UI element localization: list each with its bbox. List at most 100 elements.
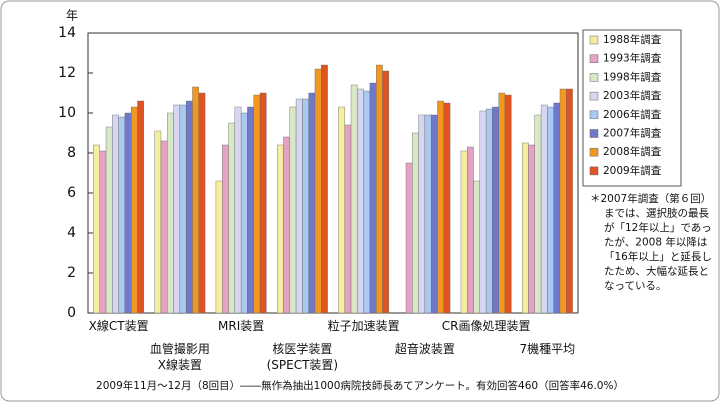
y-tick-label: 0 <box>67 305 76 321</box>
bar <box>566 88 573 314</box>
y-tick-label: 10 <box>58 105 76 121</box>
legend-swatch <box>589 129 599 138</box>
bar <box>179 104 187 314</box>
bar <box>405 162 413 314</box>
bar <box>112 114 119 314</box>
x-tick-label: MRI装置 <box>218 319 264 333</box>
y-tick-label: 4 <box>67 225 76 241</box>
note-line: が「12年以上」であっ <box>604 221 712 234</box>
y-tick-label: 2 <box>67 265 76 281</box>
bar <box>259 92 267 314</box>
bar <box>283 136 290 314</box>
bar <box>443 102 451 314</box>
y-unit: 年 <box>66 9 78 23</box>
bar <box>289 106 297 314</box>
bar <box>124 112 132 314</box>
bar <box>473 180 481 314</box>
y-tick-label: 8 <box>67 145 76 161</box>
y-tick-label: 6 <box>67 185 76 201</box>
bar <box>369 82 377 314</box>
bar <box>467 146 474 314</box>
bar <box>382 70 390 314</box>
bar <box>534 114 542 314</box>
bar <box>253 94 261 314</box>
bar <box>131 106 138 314</box>
legend-box <box>582 29 682 187</box>
bar <box>295 98 303 314</box>
bar <box>314 68 322 314</box>
bar <box>547 106 554 314</box>
bar <box>118 116 126 314</box>
bar <box>498 92 506 314</box>
bar <box>363 90 371 314</box>
bar <box>376 64 383 314</box>
y-tick-label: 12 <box>58 65 76 81</box>
bar <box>308 92 316 314</box>
bar <box>460 150 468 314</box>
legend-swatch <box>589 166 599 176</box>
legend-label: 2008年調査 <box>603 145 662 158</box>
x-tick-label: CR画像処理装置 <box>442 319 531 333</box>
bar <box>479 110 487 314</box>
bar <box>418 114 426 314</box>
note-line: なっている。 <box>604 280 666 292</box>
note-line: 「16年以上」と延長し <box>604 250 712 263</box>
bar <box>321 64 328 314</box>
bar <box>504 94 512 314</box>
bar <box>167 112 174 314</box>
bar <box>344 124 352 314</box>
bar <box>540 104 548 314</box>
bar <box>559 88 567 314</box>
x-tick-label: 核医学装置(SPECT装置) <box>267 341 339 372</box>
y-tick-label: 14 <box>58 25 76 41</box>
legend-label: 1988年調査 <box>603 33 662 46</box>
legend-swatch <box>589 73 599 82</box>
plot-frame <box>87 32 579 314</box>
legend-label: 2007年調査 <box>603 127 662 140</box>
bar <box>154 130 162 314</box>
bar <box>276 144 284 314</box>
bar <box>185 100 193 314</box>
bar <box>302 98 309 314</box>
x-tick-label: 粒子加速装置 <box>328 318 400 333</box>
bar <box>247 106 254 314</box>
x-tick-label: X線CT装置 <box>89 318 149 333</box>
bar <box>430 114 438 314</box>
bar <box>357 88 364 314</box>
bar <box>338 106 345 314</box>
legend-label: 2003年調査 <box>603 89 662 102</box>
bar <box>198 92 206 314</box>
bar <box>105 126 113 314</box>
legend-label: 2006年調査 <box>603 108 662 121</box>
x-tick-label: 7機種平均 <box>520 341 576 356</box>
bar <box>240 112 248 314</box>
legend-swatch <box>589 91 599 101</box>
legend-swatch <box>589 147 599 157</box>
bar <box>424 114 432 314</box>
legend-swatch <box>589 110 599 120</box>
footer: 2009年11月～12月（8回目）――無作為抽出1000病院技師長あてアンケート… <box>96 379 624 392</box>
bar <box>485 108 493 314</box>
bar <box>93 144 100 314</box>
bar <box>350 84 358 314</box>
x-tick-label: 血管撮影用 X線装置 <box>150 341 210 372</box>
bar <box>192 86 199 314</box>
bar <box>412 132 419 314</box>
bar <box>521 142 529 314</box>
bar <box>228 122 236 314</box>
note-line: までは、選択肢の最長 <box>604 207 709 220</box>
note-line: たため、大幅な延長と <box>604 265 709 278</box>
legend-label: 1993年調査 <box>603 52 662 65</box>
bar <box>492 106 499 314</box>
bar <box>173 104 181 314</box>
bar <box>528 144 535 314</box>
bar <box>234 106 242 314</box>
bar <box>222 144 229 314</box>
note-line: たが、2008 年以降は <box>604 236 707 249</box>
bar <box>437 100 444 314</box>
legend-swatch <box>589 54 599 63</box>
bar <box>215 180 223 314</box>
note-line: ＊2007年調査（第６回） <box>590 192 711 205</box>
legend-label: 2009年調査 <box>603 164 662 177</box>
